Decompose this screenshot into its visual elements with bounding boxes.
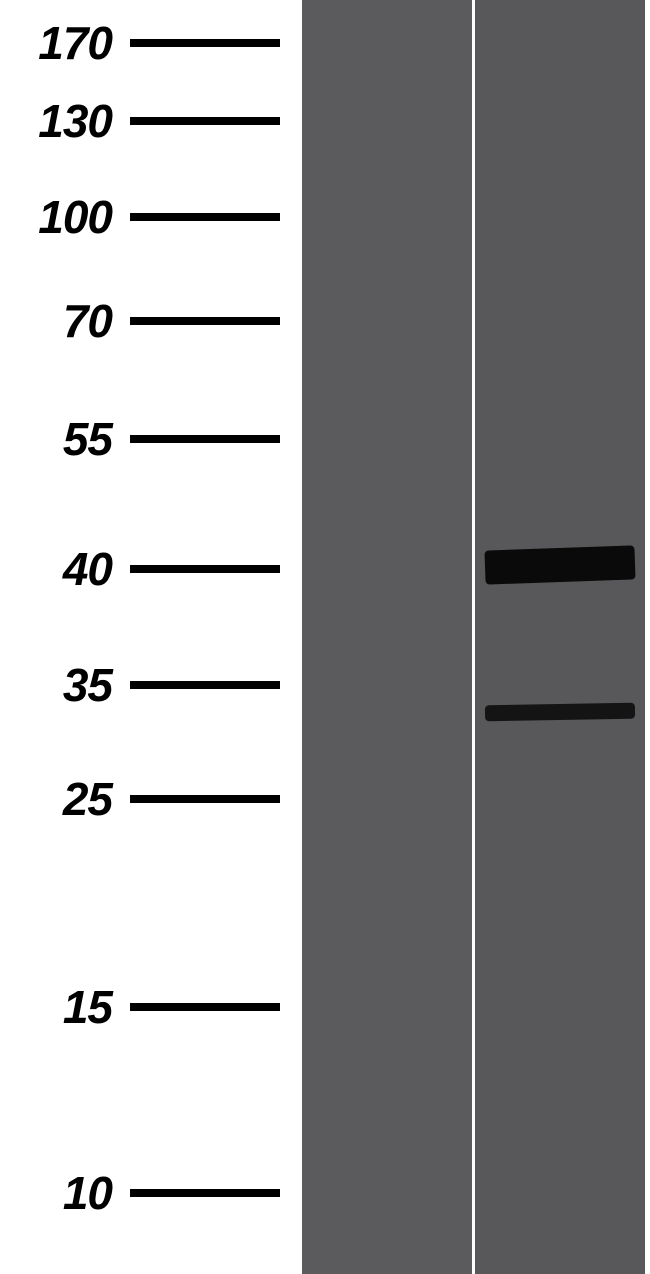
marker-label: 100 — [0, 190, 130, 244]
protein-band — [485, 703, 635, 722]
marker-label: 25 — [0, 772, 130, 826]
marker-row: 35 — [0, 658, 300, 712]
marker-tick — [130, 565, 280, 573]
marker-row: 25 — [0, 772, 300, 826]
marker-tick — [130, 117, 280, 125]
marker-row: 100 — [0, 190, 300, 244]
molecular-weight-ladder: 170 130 100 70 55 40 35 25 15 10 — [0, 0, 300, 1274]
marker-tick — [130, 435, 280, 443]
marker-tick — [130, 39, 280, 47]
marker-label: 170 — [0, 16, 130, 70]
marker-row: 170 — [0, 16, 300, 70]
marker-label: 40 — [0, 542, 130, 596]
marker-tick — [130, 1189, 280, 1197]
marker-row: 130 — [0, 94, 300, 148]
gel-lanes — [302, 0, 646, 1274]
marker-tick — [130, 1003, 280, 1011]
marker-label: 130 — [0, 94, 130, 148]
marker-label: 10 — [0, 1166, 130, 1220]
marker-tick — [130, 681, 280, 689]
marker-label: 70 — [0, 294, 130, 348]
lane-1 — [302, 0, 472, 1274]
lane-2 — [475, 0, 645, 1274]
marker-label: 35 — [0, 658, 130, 712]
marker-row: 40 — [0, 542, 300, 596]
marker-row: 55 — [0, 412, 300, 466]
marker-row: 10 — [0, 1166, 300, 1220]
marker-tick — [130, 317, 280, 325]
marker-tick — [130, 795, 280, 803]
western-blot-figure: 170 130 100 70 55 40 35 25 15 10 — [0, 0, 650, 1274]
protein-band — [485, 545, 636, 584]
marker-row: 15 — [0, 980, 300, 1034]
marker-tick — [130, 213, 280, 221]
marker-row: 70 — [0, 294, 300, 348]
marker-label: 15 — [0, 980, 130, 1034]
marker-label: 55 — [0, 412, 130, 466]
